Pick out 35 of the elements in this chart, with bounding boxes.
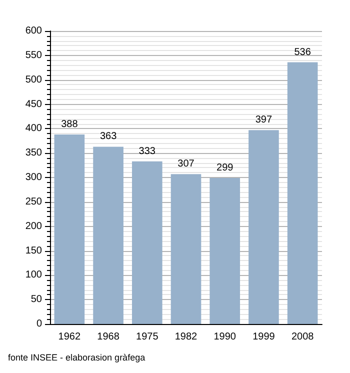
y-tick-label: 600 xyxy=(25,26,42,36)
bar xyxy=(248,130,279,324)
y-tick-label: 150 xyxy=(25,245,42,256)
x-tick-label: 1990 xyxy=(214,332,236,342)
data-label: 388 xyxy=(61,119,78,130)
data-label: 363 xyxy=(100,131,118,142)
bar xyxy=(287,62,318,324)
bar xyxy=(132,161,162,324)
x-tick-label: 1982 xyxy=(174,332,198,342)
x-tick-label: 1962 xyxy=(58,332,81,342)
data-label: 307 xyxy=(178,158,195,170)
y-tick-label: 450 xyxy=(25,98,42,110)
data-label: 299 xyxy=(216,162,234,174)
y-tick-label: 250 xyxy=(25,196,42,208)
y-tick-label: 400 xyxy=(25,123,42,134)
bar xyxy=(170,174,202,324)
data-label: 536 xyxy=(294,46,312,58)
y-tick-label: 300 xyxy=(25,172,42,183)
x-tick-label: 1975 xyxy=(136,332,159,342)
data-label: 333 xyxy=(138,146,156,157)
y-tick-label: 100 xyxy=(25,270,42,281)
y-tick-label: 50 xyxy=(30,294,42,306)
bar xyxy=(210,178,240,324)
data-label: 397 xyxy=(255,114,272,126)
bar xyxy=(93,146,124,324)
y-tick-label: 550 xyxy=(25,50,42,61)
y-tick-label: 500 xyxy=(25,74,42,86)
y-tick-label: 200 xyxy=(25,220,42,232)
x-tick-label: 2008 xyxy=(291,332,314,342)
x-tick-label: 1999 xyxy=(252,332,276,342)
source-note: fonte INSEE - elaborasion gràfega xyxy=(8,352,146,362)
x-tick-label: 1968 xyxy=(97,332,120,342)
y-tick-label: 350 xyxy=(25,148,42,159)
bar xyxy=(54,134,85,324)
y-tick-label: 0 xyxy=(36,318,42,330)
